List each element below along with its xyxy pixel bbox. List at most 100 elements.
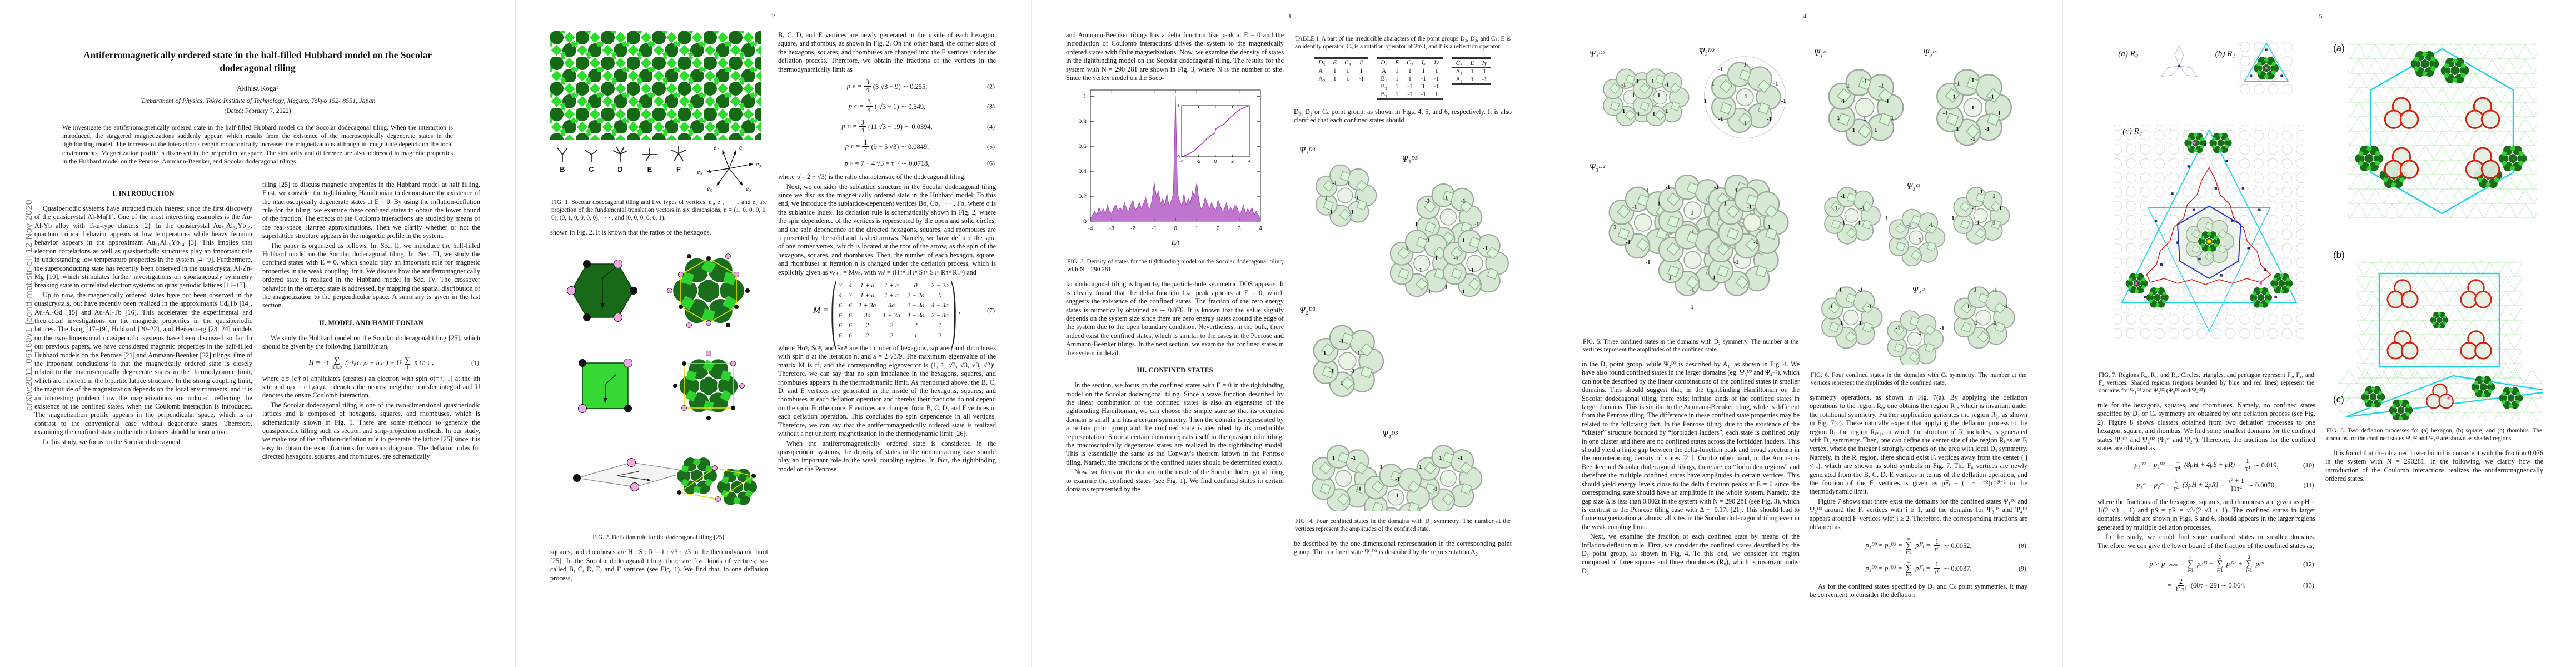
page3-column-right: TABLE I. A part of the irreducible chara…: [1294, 31, 1512, 638]
svg-text:1: 1: [1864, 116, 1866, 122]
svg-text:-1: -1: [1972, 320, 1977, 326]
svg-text:-1: -1: [1714, 185, 1719, 191]
svg-text:1: 1: [1415, 221, 1418, 227]
svg-text:-1: -1: [1940, 326, 1945, 332]
equation-11: p₁ᶜˢ = p₂ᶜˢ = 1 τ⁴ (3pH + 2pR) = τ² + 1 11…: [2136, 477, 2314, 493]
figure-5: Ψ₁ᴰ² -1 1 1 -1 -1 -1 1 -1 -1 1 Ψ₂ᴰ² -1 1 1 -1 1 -1 -1 -1…: [1582, 31, 1800, 354]
fig7-region-r0: [2160, 44, 2198, 77]
svg-text:1: 1: [1874, 127, 1877, 133]
svg-text:-1: -1: [1395, 476, 1400, 482]
svg-text:1: 1: [1992, 220, 1995, 226]
fig4-psi4-amplitudes: 1 -1 1 -1 1 -1 -1 1 -1 -1: [1332, 455, 1463, 499]
svg-text:0.2: 0.2: [1078, 193, 1087, 200]
svg-text:1: 1: [1704, 98, 1707, 104]
svg-text:1: 1: [1830, 303, 1833, 310]
svg-text:1: 1: [1885, 216, 1888, 222]
svg-text:0.6: 0.6: [1078, 143, 1087, 150]
svg-text:1: 1: [1636, 78, 1639, 84]
svg-text:-1: -1: [1357, 486, 1362, 492]
svg-text:1: 1: [1379, 464, 1382, 470]
fig6-psi2-amplitudes: -1 1 1 -1 -1 1 1 -1 -1 1: [1943, 78, 2001, 142]
svg-text:-1: -1: [1626, 240, 1631, 246]
svg-text:-1: -1: [1635, 112, 1640, 118]
svg-text:1: 1: [1735, 188, 1737, 194]
vertex-label-F: F: [676, 165, 681, 173]
evec-label-e4: e₄: [697, 168, 702, 176]
svg-text:-1: -1: [1767, 116, 1772, 122]
svg-text:1: 1: [1712, 81, 1715, 87]
svg-text:1: 1: [1324, 195, 1327, 201]
svg-text:-3: -3: [1109, 225, 1114, 232]
svg-text:1: 1: [1974, 287, 1976, 293]
equation-8: p₁ᴰ³ = p₂ᴰ³ = ∞ ∑ i=1 pFᵢ = 1 τ⁴ ∼ 0.0052, …: [1865, 536, 2026, 555]
svg-text:1: 1: [1439, 455, 1442, 461]
svg-text:-1: -1: [1332, 181, 1337, 187]
equation-10: p₁ᴰ² = p₂ᴰ² = 1 τ⁴ (8pH + 4pS + pR) = 1 τ³…: [2134, 457, 2314, 473]
paragraph: where Hσⁿ, Sσⁿ, and Rσⁿ are the number o…: [778, 344, 996, 438]
eq1-mid: (c†ᵢσ cⱼσ + h.c.) + U: [345, 359, 401, 367]
svg-text:-1: -1: [1350, 368, 1355, 374]
paragraph: be described by the one-dimensional repr…: [1294, 539, 1512, 556]
paragraph: Now, we focus on the domain in the insid…: [1066, 468, 1284, 493]
figure-7-caption: FIG. 7. Regions R₀, R₁, and R₂. Circles,…: [2099, 372, 2314, 394]
matrix-paren-left: (: [831, 267, 837, 352]
figure-3-caption: FIG. 3. Density of states for the tightb…: [1067, 258, 1283, 273]
svg-text:-1: -1: [1734, 260, 1739, 266]
svg-text:1: 1: [1852, 127, 1855, 133]
svg-text:1: 1: [1951, 216, 1954, 222]
svg-text:1: 1: [1657, 201, 1660, 207]
svg-text:1: 1: [1323, 350, 1326, 356]
svg-text:1: 1: [1462, 238, 1465, 244]
character-table-cs: Cₛ E Iy A₁ 1 1 A₂ 1 -1: [1452, 57, 1491, 85]
paragraph: It is found that the obtained lower boun…: [2325, 449, 2543, 483]
equation-1: H = −t ∑ (i j),σ (c†ᵢσ cⱼσ + h.c.) + U ∑ i…: [262, 356, 480, 370]
page4-column-left: Ψ₁ᴰ² -1 1 1 -1 -1 -1 1 -1 -1 1 Ψ₂ᴰ² -1 1 1 -1 1 -1 -1 -1…: [1582, 31, 1800, 638]
figure-2: FIG. 2. Deflation rule for the dodecagon…: [550, 238, 768, 541]
page-title: Antiferromagnetically ordered state in t…: [83, 49, 432, 73]
svg-text:1: 1: [1646, 188, 1649, 194]
evec-label-e1: e₁: [714, 143, 719, 151]
paragraph: D₃, D₂ or Cₛ point group, as shown in Fi…: [1294, 108, 1512, 125]
svg-text:4: 4: [1248, 158, 1251, 164]
paragraph: lar dodecagonal tiling is bipartite, the…: [1066, 280, 1284, 357]
svg-text:1: 1: [1691, 210, 1693, 216]
equation-13: = 2 11τ⁵ (60τ + 29) ∼ 0.064. (13): [2167, 577, 2315, 593]
page-number: 3: [1287, 12, 1291, 20]
fig4-psi4-label: Ψ₄ᴰ³: [1382, 429, 1398, 439]
page5-column-right: (a): [2325, 31, 2543, 638]
section-heading-introduction: I. INTRODUCTION: [112, 189, 175, 197]
fig7-panel-a-label: (a) R₀: [2118, 49, 2138, 58]
svg-text:-1: -1: [1895, 326, 1900, 332]
fig1-vertex-legend: B C D E F: [557, 143, 761, 192]
svg-text:1: 1: [1919, 330, 1921, 336]
fig7-region-r1: [2238, 42, 2295, 97]
svg-text:1: 1: [1847, 83, 1850, 89]
svg-text:1: 1: [1994, 320, 1996, 326]
fig8-panel-b-label: (b): [2333, 250, 2345, 260]
page4-column-right: Ψ₁ᶜˢ 1 -1 -1 -1 -1 1 -1 1 1 1 Ψ₂ᶜˢ -1 1 1 -1 -1 1 1 -1 -1…: [1810, 31, 2027, 638]
evec-label-e5: e₅: [707, 185, 712, 192]
evec-label-e2: e₂: [746, 185, 751, 192]
fig7-region-r2: [2114, 124, 2305, 342]
page-number: 4: [1803, 12, 1807, 20]
figure-6-caption: FIG. 6. Four confined states in the doma…: [1811, 372, 2026, 386]
svg-text:-1: -1: [1840, 220, 1845, 226]
paragraph: symmetry operations, as shown in Fig. 7(…: [1810, 394, 2027, 496]
paragraph: In the study, we could find some confine…: [2097, 533, 2315, 550]
paragraph: where the fractions of the hexagons, squ…: [2097, 497, 2315, 531]
svg-text:-1: -1: [1753, 240, 1758, 246]
page-2: 2 B C: [515, 0, 1031, 667]
svg-text:1: 1: [1462, 288, 1465, 295]
svg-text:2: 2: [1217, 225, 1220, 232]
figure-8-caption: FIG. 8. Two deflation processes for (a) …: [2326, 427, 2542, 442]
paragraph: We study the Hubbard model on the Socola…: [262, 334, 480, 351]
svg-text:-1: -1: [1426, 238, 1431, 244]
svg-text:1: 1: [1445, 195, 1448, 201]
page3-column-left: and Ammann-Beenker tilings has a delta f…: [1066, 31, 1284, 638]
svg-text:0: 0: [1214, 158, 1217, 164]
fig6-confined-states-cs: Ψ₁ᶜˢ 1-1-1-1 -11 -11 11 Ψ₂ᶜˢ -111 -1-1 11 -1-1…: [1814, 48, 2015, 368]
